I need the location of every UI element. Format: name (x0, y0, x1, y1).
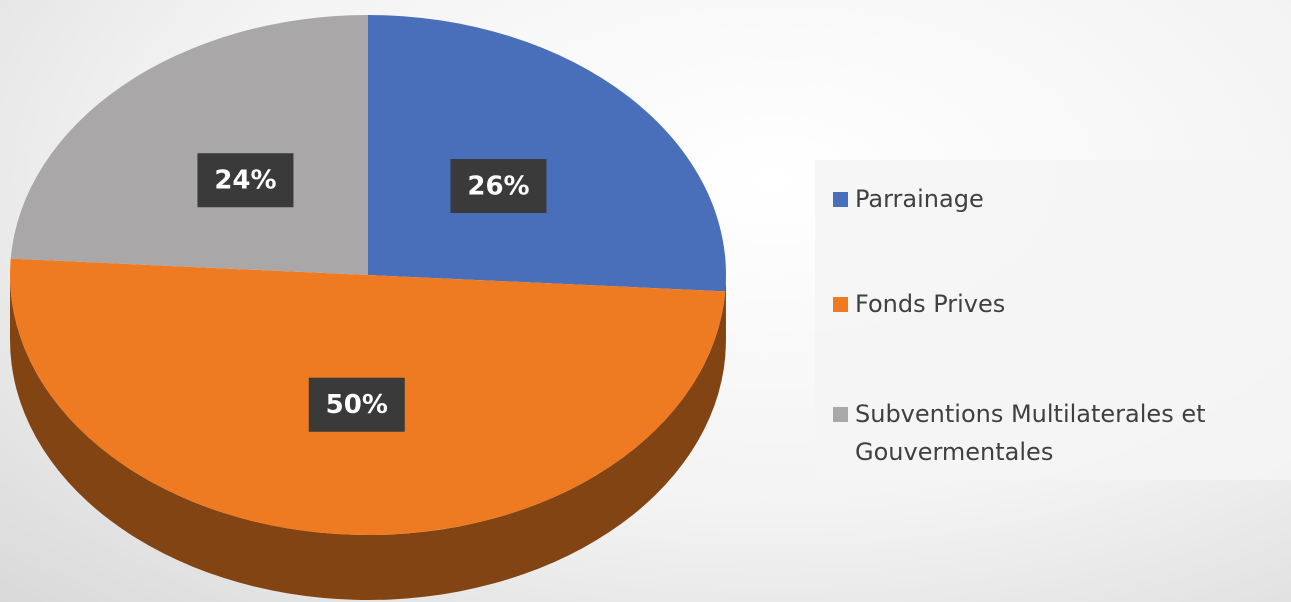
value-label: 50% (326, 390, 388, 420)
legend-swatch (833, 192, 848, 207)
pie-slice (368, 15, 726, 292)
label-box (197, 153, 294, 208)
legend-swatch (833, 407, 848, 422)
legend-label: Fonds Prives (855, 290, 1006, 318)
legend-item: Subventions Multilaterales et Gouverment… (833, 395, 1291, 471)
label-box (308, 377, 405, 432)
pie-side (10, 275, 726, 600)
legend: Parrainage Fonds Prives Subventions Multil… (815, 160, 1291, 480)
legend-item: Fonds Prives (833, 285, 1291, 323)
legend-item: Parrainage (833, 180, 1291, 218)
pie-slice (10, 15, 369, 275)
pie-area: 26% 50% 24% (9, 15, 726, 600)
legend-label: Parrainage (855, 185, 984, 213)
pie-side (725, 275, 726, 357)
value-label: 24% (214, 166, 276, 196)
label-box (450, 159, 547, 214)
legend-label: Subventions Multilaterales et Gouverment… (855, 400, 1206, 466)
legend-swatch (833, 297, 848, 312)
value-label: 26% (467, 172, 529, 202)
